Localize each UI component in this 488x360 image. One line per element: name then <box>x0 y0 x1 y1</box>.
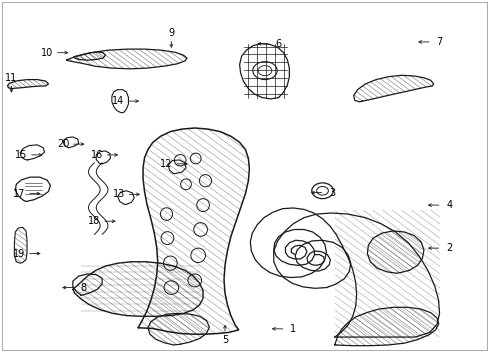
Text: 6: 6 <box>275 39 281 49</box>
Text: 9: 9 <box>168 28 174 38</box>
Text: 2: 2 <box>445 243 451 253</box>
Text: 7: 7 <box>435 37 442 47</box>
Text: 15: 15 <box>15 150 27 160</box>
Text: 16: 16 <box>90 150 102 160</box>
Text: 19: 19 <box>13 248 25 258</box>
Text: 14: 14 <box>111 96 123 106</box>
Text: 18: 18 <box>88 216 100 226</box>
Text: 10: 10 <box>41 48 53 58</box>
Text: 17: 17 <box>13 189 25 199</box>
Text: 12: 12 <box>160 159 172 169</box>
Text: 8: 8 <box>81 283 86 293</box>
Text: 11: 11 <box>5 73 18 83</box>
Text: 3: 3 <box>328 188 335 198</box>
Text: 20: 20 <box>57 139 69 149</box>
Text: 4: 4 <box>446 200 451 210</box>
Text: 1: 1 <box>289 324 296 334</box>
Text: 13: 13 <box>112 189 124 199</box>
Text: 5: 5 <box>222 334 228 345</box>
